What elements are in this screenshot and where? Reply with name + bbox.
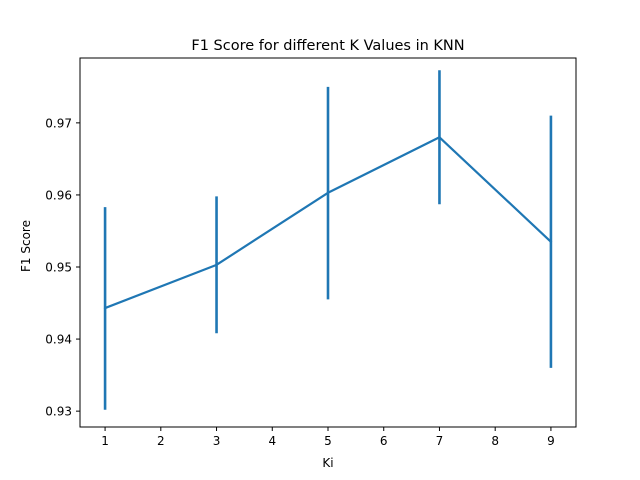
data-point-k3 bbox=[215, 263, 218, 267]
x-tick-label: 9 bbox=[547, 434, 555, 448]
x-axis: 1 2 3 4 5 6 7 8 9 bbox=[101, 427, 555, 448]
y-tick-label: 0.97 bbox=[45, 116, 72, 130]
y-tick-label: 0.94 bbox=[45, 333, 72, 347]
plot-area bbox=[103, 70, 553, 410]
data-point-k1 bbox=[103, 306, 107, 310]
data-point-k5 bbox=[326, 191, 330, 194]
x-tick-label: 4 bbox=[268, 434, 276, 448]
y-axis: 0.93 0.94 0.95 0.96 0.97 bbox=[45, 116, 80, 419]
x-axis-label: Ki bbox=[322, 456, 333, 470]
chart-title: F1 Score for different K Values in KNN bbox=[191, 38, 464, 54]
data-point-k7 bbox=[438, 136, 441, 139]
y-tick-label: 0.93 bbox=[45, 405, 72, 419]
x-tick-label: 8 bbox=[491, 434, 499, 448]
data-point-k9 bbox=[549, 240, 553, 243]
x-tick-label: 7 bbox=[436, 434, 444, 448]
y-tick-label: 0.96 bbox=[45, 188, 72, 202]
y-axis-label: F1 Score bbox=[19, 220, 33, 272]
y-tick-label: 0.95 bbox=[45, 261, 72, 275]
plot-frame bbox=[79, 57, 577, 428]
x-tick-label: 6 bbox=[380, 434, 388, 448]
x-tick-label: 1 bbox=[101, 434, 109, 448]
x-tick-label: 3 bbox=[213, 434, 221, 448]
x-tick-label: 5 bbox=[324, 434, 332, 448]
x-tick-label: 2 bbox=[157, 434, 165, 448]
